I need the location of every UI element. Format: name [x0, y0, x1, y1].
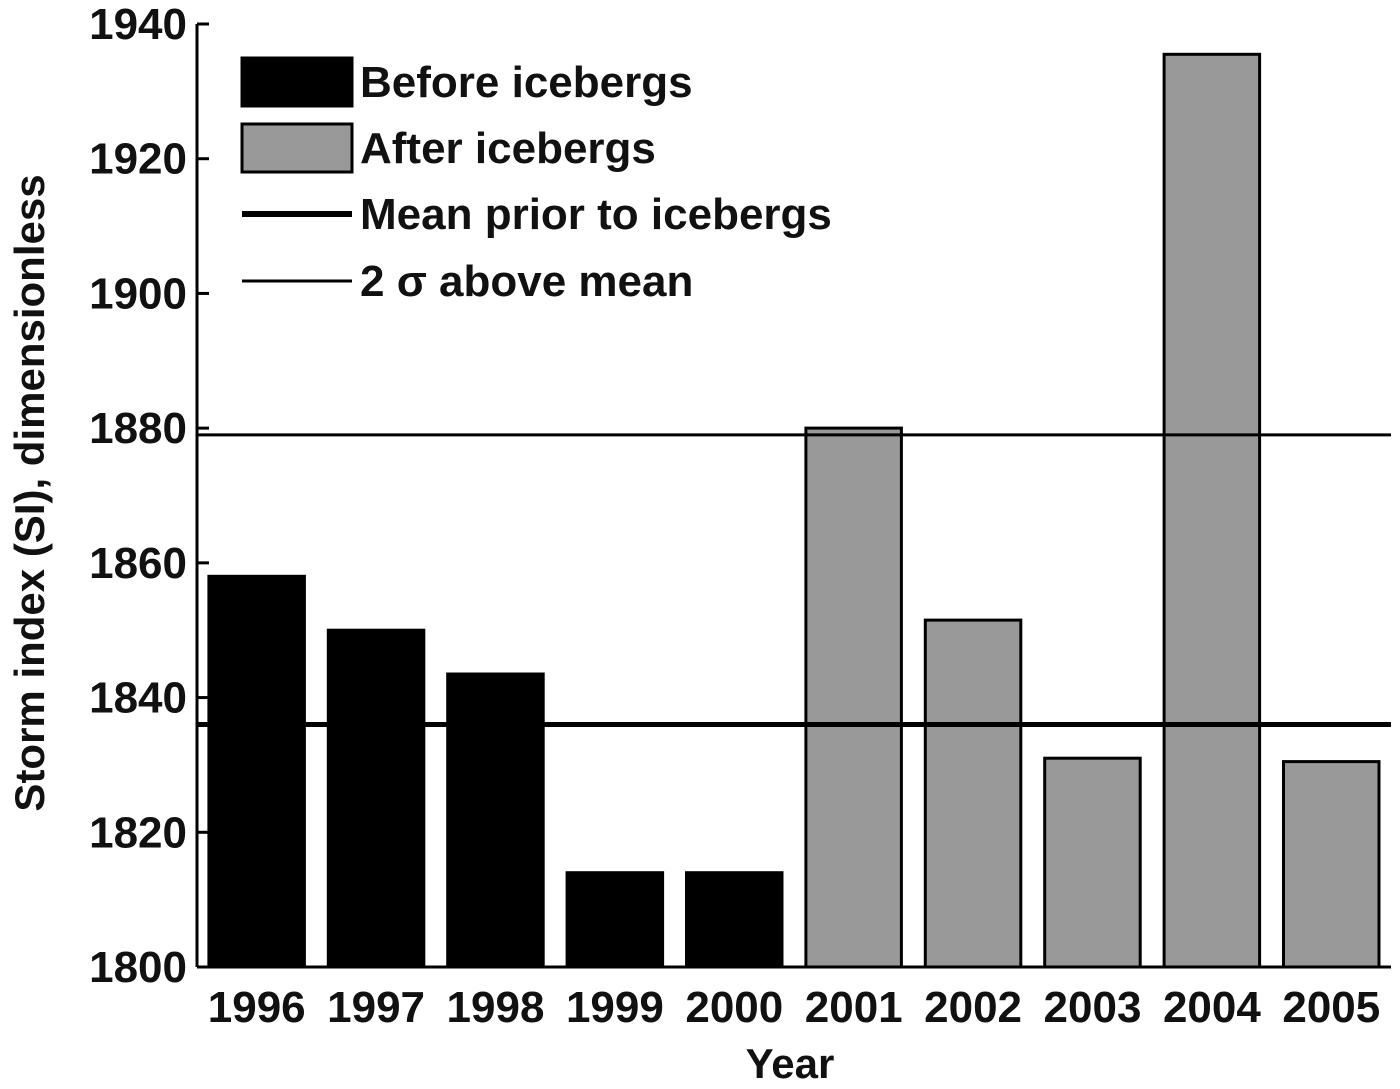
x-tick-label-2003: 2003 [1044, 983, 1142, 1032]
legend-label-1: After icebergs [360, 124, 656, 173]
bar-2002 [923, 618, 1023, 969]
y-tick-label-1940: 1940 [89, 0, 187, 49]
reference-lines-group [197, 433, 1391, 727]
bar-2004 [1162, 52, 1262, 969]
y-tick-label-1880: 1880 [89, 404, 187, 453]
x-tick-label-2004: 2004 [1163, 983, 1261, 1032]
x-axis-title: Year [746, 1040, 835, 1087]
y-tick-label-1860: 1860 [89, 539, 187, 588]
y-tick-label-1920: 1920 [89, 135, 187, 184]
x-tick-label-1999: 1999 [566, 983, 664, 1032]
axes-group [195, 24, 1391, 969]
y-tick-label-1900: 1900 [89, 269, 187, 318]
legend: Before icebergs After icebergs Mean prior … [240, 56, 832, 306]
x-ticks-group: 1996 1997 1998 1999 2000 2001 2002 2003 2004 2005 [208, 983, 1380, 1032]
y-axis-title: Storm index (SI), dimensionless [6, 174, 53, 811]
legend-swatch-0 [240, 56, 354, 108]
y-tick-label-1840: 1840 [89, 674, 187, 723]
x-tick-label-2000: 2000 [685, 983, 783, 1032]
x-tick-label-1998: 1998 [447, 983, 545, 1032]
x-tick-label-1996: 1996 [208, 983, 306, 1032]
legend-label-3: 2 σ above mean [360, 257, 693, 306]
x-tick-label-2001: 2001 [805, 983, 903, 1032]
bar-1996 [207, 574, 306, 969]
bar-2001 [804, 426, 903, 969]
legend-swatch-1 [240, 122, 354, 174]
legend-label-2: Mean prior to icebergs [360, 190, 832, 239]
legend-label-0: Before icebergs [360, 58, 693, 107]
x-tick-label-1997: 1997 [327, 983, 425, 1032]
y-ticks-group: 1800 1820 1840 1860 1880 1900 1920 1940 [89, 0, 209, 992]
y-tick-label-1820: 1820 [89, 808, 187, 857]
x-tick-label-2005: 2005 [1282, 983, 1380, 1032]
bar-1999 [565, 871, 665, 969]
y-tick-label-1800: 1800 [89, 943, 187, 992]
bar-1997 [326, 628, 426, 969]
bar-2005 [1282, 760, 1381, 969]
bar-1998 [446, 672, 545, 969]
x-tick-label-2002: 2002 [924, 983, 1022, 1032]
bar-2000 [685, 871, 784, 969]
bar-2003 [1043, 756, 1142, 969]
